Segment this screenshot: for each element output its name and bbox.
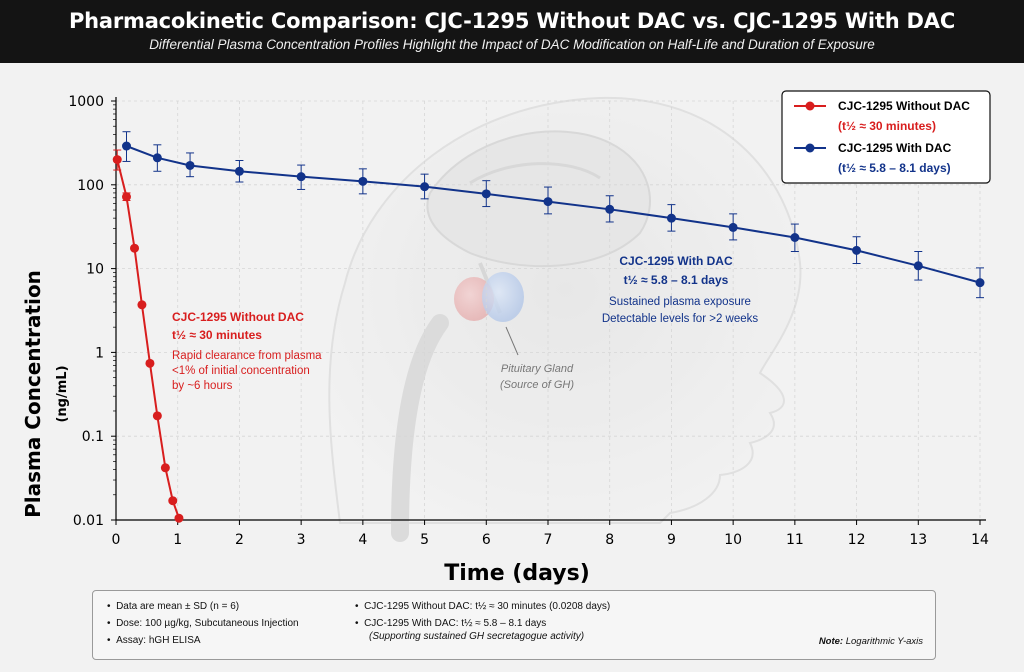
annotation-without-dac: CJC-1295 Without DAC t½ ≈ 30 minutes Rap… [172, 310, 322, 392]
legend-with-sublabel: (t½ ≈ 5.8 – 8.1 days) [838, 161, 951, 175]
data-point [728, 222, 738, 232]
x-tick-label: 7 [544, 532, 553, 548]
x-tick-label: 2 [235, 532, 244, 548]
x-tick-label: 5 [420, 532, 429, 548]
x-tick-label: 3 [297, 532, 306, 548]
x-tick-label: 6 [482, 532, 491, 548]
annotation-pituitary: Pituitary Gland (Source of GH) [500, 363, 574, 391]
chart-subtitle: Differential Plasma Concentration Profil… [149, 37, 875, 52]
legend-with-label: CJC-1295 With DAC [838, 141, 952, 155]
footer-item: • Data are mean ± SD (n = 6) [107, 601, 240, 612]
x-tick-label: 11 [786, 532, 804, 548]
data-point [130, 243, 140, 253]
footer-note: Note: Logarithmic Y-axis [818, 636, 923, 647]
legend-marker-without [805, 101, 815, 111]
data-point [121, 192, 131, 202]
header: Pharmacokinetic Comparison: CJC-1295 Wit… [0, 0, 1024, 63]
data-point [168, 496, 178, 506]
footer-item: • CJC-1295 Without DAC: t½ ≈ 30 minutes … [355, 601, 611, 612]
footer-col-1: • Data are mean ± SD (n = 6) • Dose: 100… [107, 601, 299, 652]
data-point [152, 411, 162, 421]
y-tick-label: 100 [77, 178, 104, 194]
y-axis-label: Plasma Concentration [21, 270, 45, 518]
pituitary-sublabel: (Source of GH) [500, 379, 574, 391]
y-tick-label: 0.01 [73, 513, 104, 529]
legend-marker-with [805, 143, 815, 153]
y-tick-label: 1000 [68, 94, 104, 110]
y-tick-label: 0.1 [82, 429, 104, 445]
data-point [543, 197, 553, 207]
x-axis-label: Time (days) [444, 561, 590, 586]
footer-item-sub: (Supporting sustained GH secretagogue ac… [369, 631, 585, 642]
y-tick-label: 10 [86, 262, 104, 278]
series-with-dac [121, 131, 985, 299]
footer-item: • Assay: hGH ELISA [107, 635, 201, 646]
series-line [116, 159, 180, 519]
data-point [852, 245, 862, 255]
chart-title: Pharmacokinetic Comparison: CJC-1295 Wit… [68, 9, 956, 33]
annotation-with-line: Detectable levels for >2 weeks [602, 313, 759, 325]
annotation-without-line: by ~6 hours [172, 380, 233, 392]
series-without-dac [112, 149, 184, 523]
legend: CJC-1295 Without DAC (t½ ≈ 30 minutes) C… [781, 90, 991, 184]
footer-item: • Dose: 100 µg/kg, Subcutaneous Injectio… [107, 618, 299, 629]
legend-without-label: CJC-1295 Without DAC [838, 99, 970, 113]
x-tick-label: 4 [358, 532, 367, 548]
x-tick-label: 12 [848, 532, 866, 548]
annotation-with-line: Sustained plasma exposure [609, 296, 751, 308]
x-tick-label: 13 [909, 532, 927, 548]
annotation-without-halflife: t½ ≈ 30 minutes [172, 328, 262, 342]
x-tick-label: 10 [724, 532, 742, 548]
data-point [121, 141, 131, 151]
annotation-without-title: CJC-1295 Without DAC [172, 310, 304, 324]
x-tick-label: 14 [971, 532, 989, 548]
data-point [420, 182, 430, 192]
pituitary-gland-icon [454, 272, 524, 356]
data-point [145, 358, 155, 368]
data-point [234, 166, 244, 176]
data-point [296, 172, 306, 182]
data-point [137, 300, 147, 310]
annotation-without-line: <1% of initial concentration [172, 365, 310, 377]
data-point [913, 261, 923, 271]
footer-notes: • Data are mean ± SD (n = 6) • Dose: 100… [92, 590, 936, 660]
annotation-with-halflife: t½ ≈ 5.8 – 8.1 days [624, 273, 729, 287]
head-illustration [328, 96, 802, 542]
x-tick-label: 0 [112, 532, 121, 548]
x-tick-label: 1 [173, 532, 182, 548]
pituitary-label: Pituitary Gland [501, 363, 574, 375]
data-point [975, 278, 985, 288]
data-point [605, 204, 615, 214]
y-axis-unit: (ng/mL) [55, 365, 70, 422]
data-point [666, 213, 676, 223]
data-point [160, 463, 170, 473]
annotation-with-dac: CJC-1295 With DAC t½ ≈ 5.8 – 8.1 days Su… [602, 254, 759, 325]
x-tick-label: 8 [605, 532, 614, 548]
data-point [481, 189, 491, 199]
data-point [790, 233, 800, 243]
data-point [174, 513, 184, 523]
annotation-with-title: CJC-1295 With DAC [619, 254, 733, 268]
annotation-without-line: Rapid clearance from plasma [172, 350, 322, 362]
footer-item: • CJC-1295 With DAC: t½ ≈ 5.8 – 8.1 days [355, 618, 547, 629]
x-tick-label: 9 [667, 532, 676, 548]
series-line [126, 145, 981, 284]
legend-without-sublabel: (t½ ≈ 30 minutes) [838, 119, 936, 133]
data-point [185, 160, 195, 170]
data-point [152, 153, 162, 163]
data-point [112, 155, 122, 165]
footer-col-2: • CJC-1295 Without DAC: t½ ≈ 30 minutes … [355, 601, 610, 648]
y-tick-label: 1 [95, 345, 104, 361]
data-point [358, 176, 368, 186]
